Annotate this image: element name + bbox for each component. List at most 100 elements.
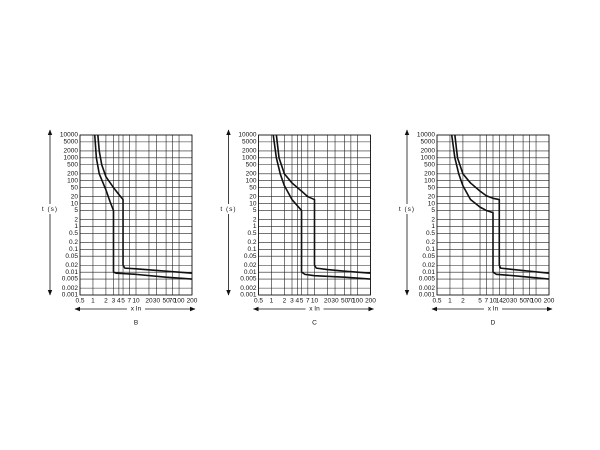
y-axis-label: t (s) [399,206,415,213]
y-tick-label: 0.005 [62,276,79,283]
curve [93,134,193,280]
plot-frame [258,134,371,296]
y-tick-label: 100 [67,177,78,184]
chart-title: C [312,320,317,327]
y-tick-label: 0.001 [62,292,79,299]
chart-title: B [134,320,138,327]
label-backdrop [39,204,61,214]
x-tick-label: 5 [478,298,482,305]
y-tick-label: 0.002 [240,285,257,292]
y-tick-label: 1 [431,223,435,230]
y-tick-label: 0.5 [426,230,435,237]
y-tick-label: 2000 [242,148,257,155]
y-tick-label: 5 [253,207,257,214]
y-tick-label: 5000 [421,139,436,146]
x-tick-label: 100 [531,298,542,305]
x-tick-label: 3 [112,298,116,305]
y-tick-label: 2 [431,216,435,223]
x-tick-label: 1 [91,298,95,305]
x-tick-label: 2 [283,298,287,305]
x-tick-label: 3 [290,298,294,305]
y-tick-label: 20 [428,193,436,200]
y-tick-label: 0.05 [422,253,435,260]
x-tick-label: 50 [519,298,527,305]
x-tick-label: 2 [461,298,465,305]
y-tick-label: 0.02 [65,262,78,269]
panel: 0.0010.0020.0050.010.020.050.10.20.51251… [396,129,555,327]
y-tick-label: 0.1 [247,246,256,253]
y-tick-label: 10000 [417,132,435,139]
x-tick-label: 30 [331,298,339,305]
y-tick-label: 500 [246,161,257,168]
x-tick-label: 200 [365,298,376,305]
y-tick-label: 20 [249,193,257,200]
x-tick-label: 200 [187,298,198,305]
x-tick-label: 7 [306,298,310,305]
y-tick-label: 0.2 [247,239,256,246]
y-tick-label: 20 [71,193,79,200]
y-tick-label: 5 [431,207,435,214]
x-tick-label: 20 [324,298,332,305]
y-tick-label: 2000 [421,148,436,155]
curve [275,134,371,274]
panel: 0.0010.0020.0050.010.020.050.10.20.51251… [39,129,198,327]
x-tick-label: 200 [544,298,555,305]
panel: 0.0010.0020.0050.010.020.050.10.20.51251… [217,129,376,327]
x-tick-label: 50 [341,298,349,305]
y-tick-label: 10 [428,200,436,207]
y-tick-label: 50 [249,184,257,191]
x-tick-label: 20 [502,298,510,305]
x-tick-label: 1 [270,298,274,305]
x-tick-label: 1 [448,298,452,305]
y-tick-label: 1 [253,223,257,230]
y-tick-label: 0.5 [247,230,256,237]
y-tick-label: 0.2 [69,239,78,246]
y-tick-label: 2000 [64,148,79,155]
x-tick-label: 100 [352,298,363,305]
x-tick-label: 7 [485,298,489,305]
y-tick-label: 0.02 [244,262,257,269]
label-backdrop [484,305,502,313]
y-tick-label: 0.01 [65,269,78,276]
y-tick-label: 0.005 [419,276,436,283]
y-tick-label: 1000 [421,155,436,162]
y-tick-label: 200 [246,171,257,178]
y-axis-label: t (s) [42,206,58,213]
x-tick-label: 7 [128,298,132,305]
plot-frame [436,134,550,296]
x-tick-label: 5 [300,298,304,305]
x-tick-label: 14 [496,298,504,305]
y-tick-label: 10 [249,200,257,207]
y-tick-label: 0.02 [422,262,435,269]
x-axis-label: x In [488,306,499,313]
y-tick-label: 100 [424,177,435,184]
x-axis-label: x In [131,306,142,313]
y-tick-label: 500 [67,161,78,168]
y-tick-label: 0.01 [422,269,435,276]
x-tick-label: 70 [526,298,534,305]
y-tick-label: 2 [74,216,78,223]
y-tick-label: 2 [253,216,257,223]
x-tick-label: 5 [121,298,125,305]
x-tick-label: 10 [489,298,497,305]
y-tick-label: 10000 [238,132,256,139]
x-tick-label: 0.5 [254,298,263,305]
y-tick-label: 0.01 [244,269,257,276]
chart-title: D [491,320,496,327]
y-tick-label: 5000 [64,139,79,146]
y-tick-label: 10 [71,200,79,207]
x-tick-label: 30 [510,298,518,305]
x-tick-label: 70 [169,298,177,305]
x-tick-label: 50 [162,298,170,305]
y-tick-label: 10000 [60,132,78,139]
label-backdrop [396,204,418,214]
y-tick-label: 1 [74,223,78,230]
y-tick-label: 0.005 [240,276,257,283]
x-tick-label: 70 [347,298,355,305]
y-tick-label: 0.002 [62,285,79,292]
x-tick-label: 100 [174,298,185,305]
y-tick-label: 100 [246,177,257,184]
y-tick-label: 0.05 [244,253,257,260]
y-tick-label: 0.1 [69,246,78,253]
